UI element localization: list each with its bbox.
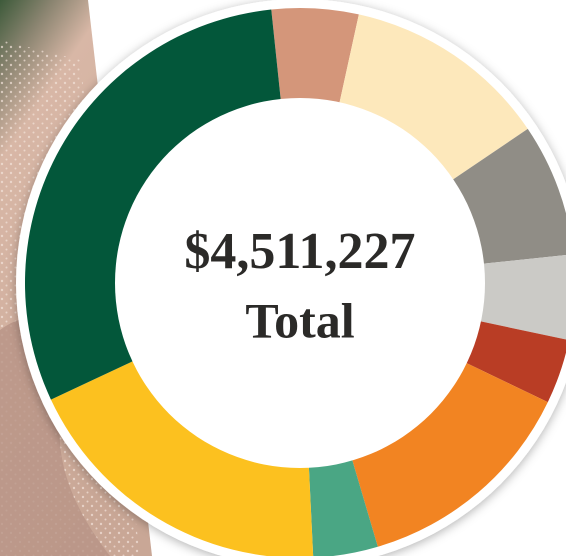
total-caption: Total: [245, 292, 354, 348]
page: {"chart_data": { "type": "donut", "cente…: [0, 0, 566, 556]
chart: $4,511,227 Total: [0, 0, 566, 556]
total-value: $4,511,227: [184, 223, 415, 280]
donut-hole: [115, 98, 485, 468]
